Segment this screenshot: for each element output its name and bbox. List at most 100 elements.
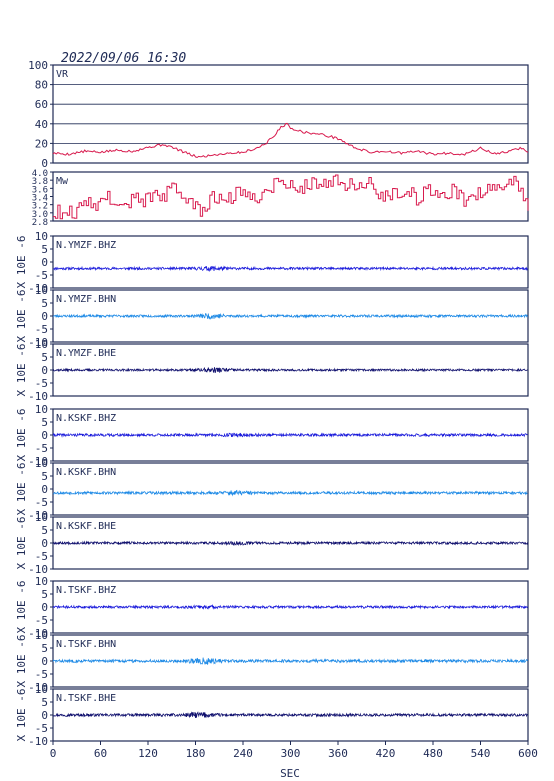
x-tick-label: 540 [471,747,491,760]
mw-tick-label: 2.8 [32,218,48,228]
trace-n-ymzf-bhn-tick-label: 0 [41,310,48,323]
vr-panel: 100 80 60 40 20 0 VR [28,59,529,170]
vr-tick-label: 60 [35,98,48,111]
trace-n-kskf-bhn-tick-label: -10 [28,509,48,522]
trace-n-tskf-bhe-tick-label: 5 [41,696,48,709]
x-tick-label: 60 [94,747,107,760]
trace-n-tskf-bhz-label: N.TSKF.BHZ [56,585,116,596]
mw-tick-label: 3.0 [32,210,48,220]
trace-n-kskf-bhn-label: N.KSKF.BHN [56,467,116,478]
trace-n-kskf-bhn-tick-label: -5 [35,496,48,509]
mw-label: Mw [56,176,69,187]
x-tick-label: 420 [376,747,396,760]
trace-n-ymzf-bhe-label: N.YMZF.BHE [56,348,116,359]
trace-n-ymzf-bhz-tick-label: 10 [35,230,48,243]
trace-n-kskf-bhz-tick-label: 0 [41,429,48,442]
vr-line [52,122,529,159]
trace-n-tskf-bhn-tick-label: -5 [35,668,48,681]
trace-n-tskf-bhn-label: N.TSKF.BHN [56,639,116,650]
trace-n-ymzf-bhe-tick-label: -10 [28,390,48,403]
vr-frame [52,64,529,164]
trace-n-kskf-bhn-tick-label: 0 [41,483,48,496]
trace-n-ymzf-bhe-tick-label: -5 [35,377,48,390]
trace-n-tskf-bhz-tick-label: 5 [41,588,48,601]
trace-y-unit-label: X 10E -6 [15,236,28,289]
trace-y-unit-label: X 10E -6 [15,463,28,516]
trace-waveform [52,711,528,719]
trace-n-tskf-bhe-label: N.TSKF.BHE [56,693,116,704]
vr-tick-label: 80 [35,79,48,92]
trace-n-tskf-bhn-tick-label: 5 [41,642,48,655]
timestamp-title: 2022/09/06 16:30 [61,51,186,66]
trace-n-ymzf-bhz-frame [52,235,529,289]
trace-y-unit-label: X 10E -6 [15,517,28,570]
trace-n-tskf-bhe-tick-label: -10 [28,735,48,748]
trace-n-kskf-bhz-tick-label: 10 [35,403,48,416]
mw-tick-label: 3.6 [32,185,48,195]
trace-n-ymzf-bhz-tick-label: 0 [41,256,48,269]
mw-tick-label: 4.0 [32,169,48,179]
x-tick-label: 300 [281,747,301,760]
trace-n-kskf-bhe-tick-label: 0 [41,537,48,550]
trace-waveform [52,657,528,666]
vr-tick-label: 0 [41,157,48,170]
trace-n-tskf-bhn-tick-label: 0 [41,655,48,668]
trace-n-ymzf-bhn-tick-label: -5 [35,323,48,336]
vr-label: VR [56,69,69,80]
trace-waveform [52,312,528,320]
trace-n-kskf-bhe-tick-label: 10 [35,511,48,524]
trace-n-tskf-bhz-tick-label: 10 [35,575,48,588]
trace-n-kskf-bhn-frame [52,462,529,516]
trace-n-ymzf-bhz-tick-label: -5 [35,269,48,282]
trace-n-kskf-bhn-tick-label: 10 [35,457,48,470]
mw-panel: 4.03.83.63.43.23.02.8 Mw [32,169,529,228]
trace-n-ymzf-bhz-label: N.YMZF.BHZ [56,240,116,251]
trace-n-kskf-bhz-label: N.KSKF.BHZ [56,413,116,424]
trace-y-unit-label: X 10E -6 [15,290,28,343]
x-tick-label: 120 [138,747,158,760]
trace-n-kskf-bhz-tick-label: 5 [41,416,48,429]
trace-n-ymzf-bhn-tick-label: -10 [28,336,48,349]
trace-n-ymzf-bhe-tick-label: 0 [41,364,48,377]
trace-waveform [52,604,528,610]
x-tick-label: 360 [328,747,348,760]
trace-n-tskf-bhn-tick-label: 10 [35,629,48,642]
trace-n-kskf-bhz-tick-label: -5 [35,442,48,455]
vr-tick-label: 20 [35,137,48,150]
vr-tick-label: 40 [35,118,48,131]
trace-n-kskf-bhe-tick-label: -5 [35,550,48,563]
trace-n-kskf-bhe-tick-label: -10 [28,563,48,576]
x-tick-label: 0 [50,747,57,760]
trace-y-unit-label: X 10E -6 [15,344,28,397]
trace-n-tskf-bhe-tick-label: 10 [35,683,48,696]
trace-y-unit-label: X 10E -6 [15,581,28,634]
mw-tick-label: 3.4 [32,194,48,204]
x-tick-label: 600 [518,747,538,760]
trace-waveform [52,432,528,438]
trace-n-ymzf-bhe-tick-label: 5 [41,351,48,364]
x-tick-label: 240 [233,747,253,760]
trace-n-ymzf-bhn-tick-label: 5 [41,297,48,310]
x-axis-label: SEC [280,767,300,780]
trace-waveform [52,489,528,497]
mw-tick-label: 3.8 [32,177,48,187]
trace-n-tskf-bhz-tick-label: -5 [35,614,48,627]
x-tick-label: 480 [423,747,443,760]
trace-n-tskf-bhz-tick-label: -10 [28,627,48,640]
trace-y-unit-label: X 10E -6 [15,689,28,742]
trace-n-tskf-bhn-tick-label: -10 [28,681,48,694]
trace-n-tskf-bhe-tick-label: -5 [35,722,48,735]
trace-n-ymzf-bhz-tick-label: -10 [28,282,48,295]
trace-n-tskf-bhz-tick-label: 0 [41,601,48,614]
trace-waveform [52,265,528,272]
mw-tick-label: 3.2 [32,202,48,212]
trace-n-kskf-bhe-label: N.KSKF.BHE [56,521,116,532]
